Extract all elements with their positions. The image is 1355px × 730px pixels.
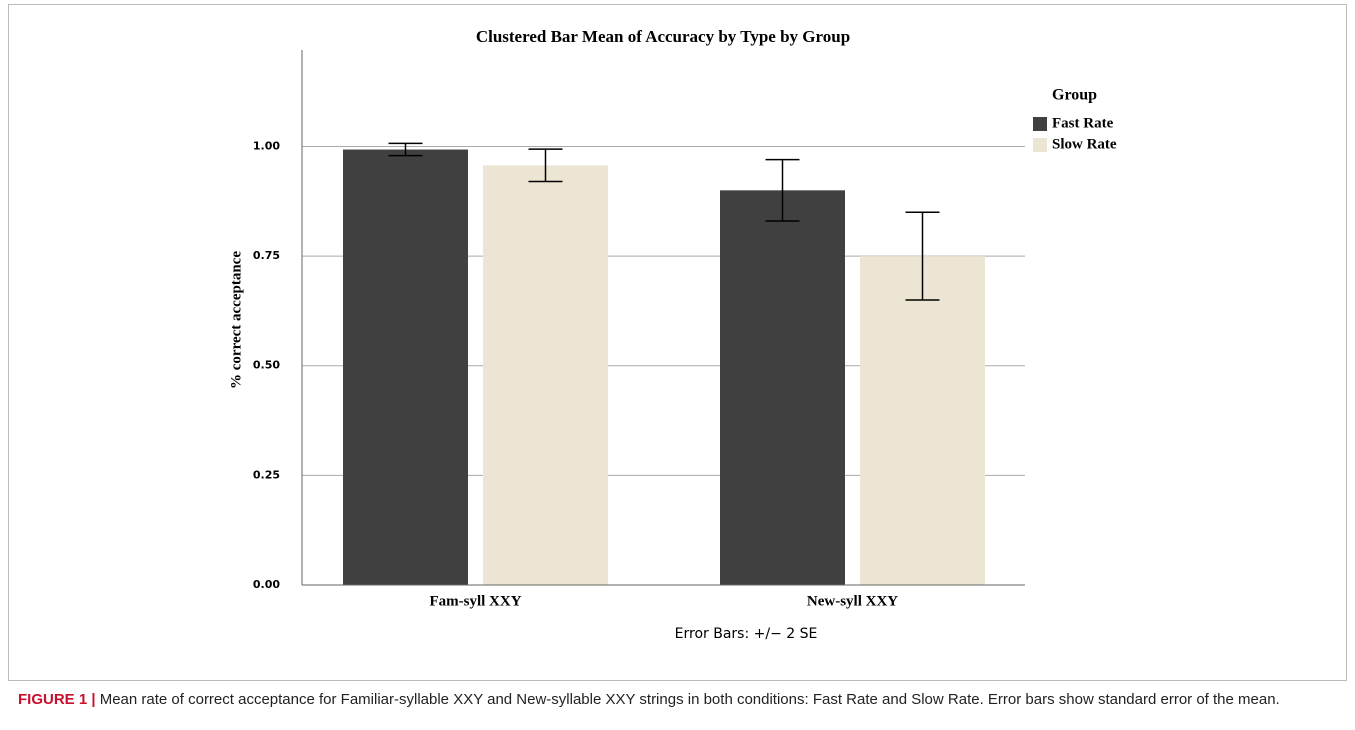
bar (483, 165, 608, 585)
chart-title: Clustered Bar Mean of Accuracy by Type b… (476, 27, 850, 46)
frame (8, 4, 1347, 681)
x-tick-label: New-syll XXY (807, 593, 898, 609)
bar (720, 190, 845, 585)
caption: FIGURE 1 | Mean rate of correct acceptan… (18, 690, 1343, 709)
y-tick-label: 1.00 (253, 139, 280, 152)
y-tick-label: 0.25 (253, 468, 280, 481)
legend-swatch (1033, 117, 1047, 131)
chart: Clustered Bar Mean of Accuracy by Type b… (8, 4, 1347, 681)
bar (343, 149, 468, 585)
y-tick-label: 0.00 (253, 578, 280, 591)
legend-title: Group (1052, 87, 1097, 104)
caption-label: FIGURE 1 | (18, 691, 96, 708)
y-axis-label: % correct acceptance (228, 251, 244, 389)
legend-label: Slow Rate (1052, 136, 1117, 152)
x-tick-label: Fam-syll XXY (429, 593, 521, 609)
y-tick-label: 0.75 (253, 249, 280, 262)
legend-swatch (1033, 138, 1047, 152)
y-tick-label: 0.50 (253, 359, 280, 372)
caption-text: Mean rate of correct acceptance for Fami… (95, 691, 1280, 708)
legend-label: Fast Rate (1052, 115, 1114, 131)
annotation: Error Bars: +/− 2 SE (675, 626, 818, 642)
bar (860, 256, 985, 585)
